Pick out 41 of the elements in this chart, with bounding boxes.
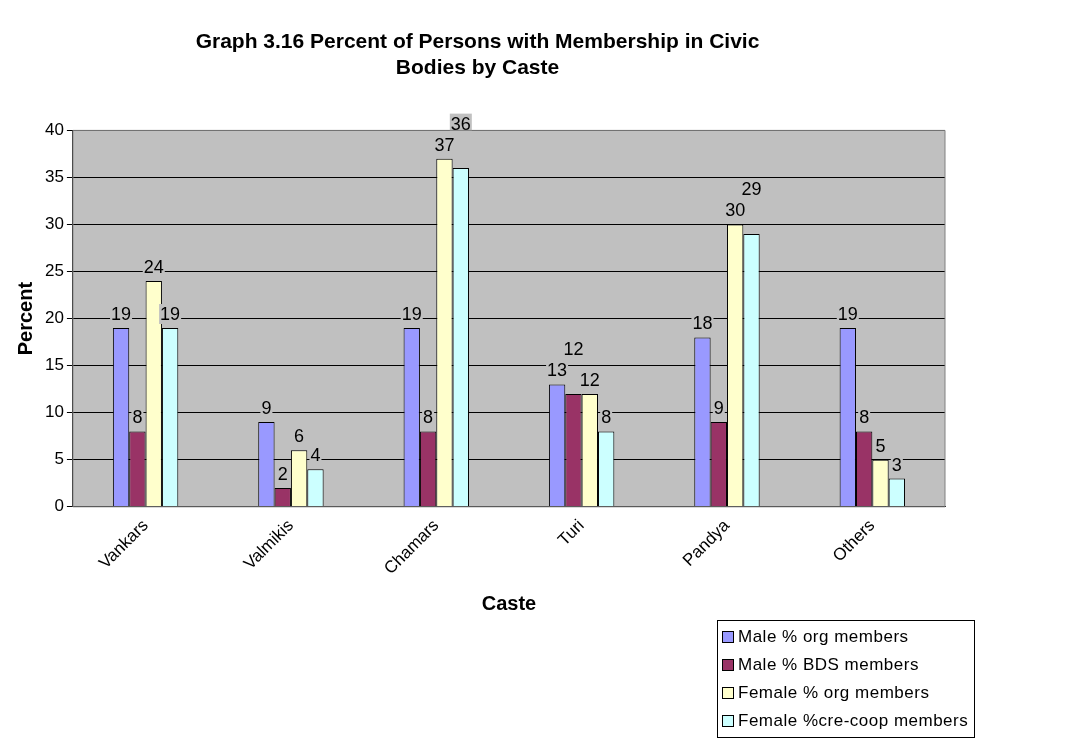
y-tick-label: 25 [44, 261, 64, 281]
data-label: 13 [547, 360, 568, 381]
data-label: 12 [579, 369, 600, 390]
data-label: 37 [434, 134, 455, 155]
data-label: 4 [310, 445, 321, 466]
data-label: 8 [423, 407, 434, 428]
data-label: 19 [160, 303, 181, 324]
y-tick-label: 40 [44, 120, 64, 140]
y-tick-label: 15 [44, 355, 64, 375]
data-label: 2 [277, 463, 288, 484]
y-tick-label: 10 [44, 402, 64, 422]
data-label: 12 [563, 339, 584, 360]
y-tick-label: 35 [44, 167, 64, 187]
data-label: 8 [859, 407, 870, 428]
y-tick-label: 5 [54, 449, 64, 469]
data-label: 6 [294, 426, 305, 447]
y-tick-label: 30 [44, 214, 64, 234]
data-label: 19 [837, 303, 858, 324]
data-label: 9 [713, 398, 724, 419]
data-label: 18 [692, 313, 713, 334]
data-label: 8 [601, 407, 612, 428]
legend-label: Male % BDS members [738, 655, 919, 675]
data-label: 3 [891, 454, 902, 475]
data-label: 29 [741, 179, 762, 200]
data-label: 8 [132, 407, 143, 428]
data-label: 24 [143, 256, 164, 277]
data-label: 19 [111, 303, 132, 324]
legend-label: Female %cre-coop members [738, 711, 969, 731]
y-axis-title: Percent [13, 281, 36, 356]
x-axis-title: Caste [481, 591, 537, 614]
y-tick-label: 0 [54, 496, 64, 516]
legend-label: Male % org members [738, 627, 909, 647]
data-label: 36 [450, 113, 471, 134]
data-label: 9 [261, 398, 272, 419]
data-label: 5 [875, 435, 886, 456]
chart-title: Graph 3.16 Percent of Persons with Membership in Civic Bodies by Caste [195, 29, 760, 78]
x-tick-label: Turi [554, 515, 588, 550]
data-label: 19 [401, 303, 422, 324]
legend-label: Female % org members [738, 683, 930, 703]
data-label: 30 [725, 200, 746, 221]
y-tick-label: 20 [44, 308, 64, 328]
